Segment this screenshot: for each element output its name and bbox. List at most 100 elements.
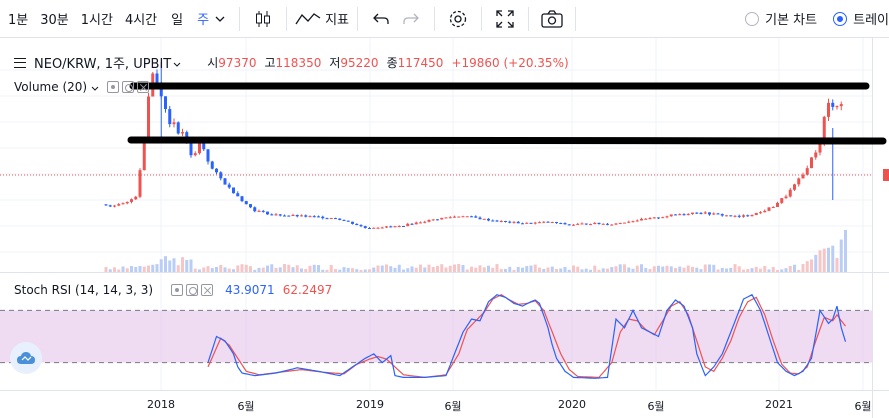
- candle-body: [555, 222, 558, 224]
- interval-1h[interactable]: 1시간: [80, 13, 113, 28]
- candle-body: [712, 213, 716, 215]
- interval-1m[interactable]: 1분: [8, 13, 29, 28]
- interval-4h[interactable]: 4시간: [124, 13, 158, 28]
- volume-bar: [278, 267, 282, 272]
- volume-bar: [465, 269, 469, 272]
- volume-label[interactable]: Volume (20): [14, 80, 88, 94]
- candle-body: [508, 221, 512, 223]
- stoch-label[interactable]: Stoch RSI (14, 14, 3, 3): [14, 283, 154, 297]
- candle-body: [351, 221, 354, 224]
- redo-icon[interactable]: [396, 0, 426, 38]
- candle-body: [729, 215, 733, 217]
- volume-bar: [665, 265, 669, 272]
- candle-body: [627, 221, 631, 223]
- volume-bar: [444, 267, 448, 272]
- divider: [239, 6, 241, 31]
- volume-bar: [682, 267, 686, 272]
- volume-bar: [589, 269, 592, 272]
- volume-bar: [708, 264, 711, 272]
- cloud-icon[interactable]: [10, 342, 42, 374]
- candle-body: [393, 226, 397, 228]
- high-label: 고: [264, 56, 276, 70]
- volume-bar: [478, 265, 482, 272]
- interval-1d[interactable]: 일: [171, 13, 184, 28]
- volume-bar: [223, 267, 227, 272]
- volume-bar: [839, 239, 843, 272]
- candle-body: [635, 220, 639, 222]
- chevron-down-icon[interactable]: [173, 56, 181, 70]
- candle-body: [763, 210, 767, 213]
- candle-body: [193, 153, 197, 156]
- candle-body: [674, 214, 677, 216]
- basic-chart-radio[interactable]: 기본 차트: [745, 0, 817, 38]
- candle-body: [244, 201, 248, 205]
- candle-body: [827, 102, 830, 117]
- candle-body: [703, 212, 707, 214]
- fullscreen-icon[interactable]: [490, 0, 520, 38]
- gear-icon[interactable]: [443, 0, 473, 38]
- close-label: 종: [386, 56, 398, 70]
- candle-body: [419, 222, 422, 224]
- candle-body: [784, 196, 788, 199]
- volume-bar: [525, 266, 529, 272]
- candle-body: [287, 215, 291, 217]
- candle-body: [317, 216, 320, 218]
- candle-body: [291, 214, 295, 216]
- candle-body: [580, 223, 584, 225]
- candle-body: [831, 102, 835, 107]
- candle-body: [202, 140, 206, 150]
- candle-body: [431, 219, 435, 221]
- x-axis-label: 6월: [237, 400, 255, 413]
- candle-body: [113, 205, 116, 207]
- candle-body: [321, 216, 325, 219]
- volume-bar: [295, 265, 299, 272]
- indicators-button[interactable]: 지표: [295, 0, 349, 38]
- interval-1w[interactable]: 주: [197, 13, 210, 28]
- candle-body: [198, 140, 201, 154]
- candle-body: [121, 203, 125, 205]
- volume-bar: [810, 259, 813, 272]
- interval-30m[interactable]: 30분: [40, 13, 69, 28]
- gear-icon[interactable]: [122, 81, 135, 93]
- volume-bar: [198, 269, 201, 272]
- radio-circle: [745, 11, 760, 26]
- volume-bar: [317, 265, 320, 272]
- candle-body: [189, 142, 193, 156]
- trading-chart-radio[interactable]: 트레이: [833, 0, 889, 38]
- chevron-down-icon[interactable]: [209, 0, 231, 38]
- symbol-title[interactable]: NEO/KRW, 1주, UPBIT: [34, 57, 172, 72]
- close-icon[interactable]: [137, 81, 150, 93]
- camera-icon[interactable]: [537, 0, 567, 38]
- candle-body: [691, 212, 694, 215]
- candle-body: [104, 204, 108, 206]
- volume-bar: [346, 267, 350, 272]
- last-price-marker: [883, 169, 889, 181]
- candle-body: [359, 225, 363, 227]
- volume-bar: [453, 264, 456, 272]
- eye-icon[interactable]: [107, 81, 120, 93]
- candle-type-icon[interactable]: [248, 0, 278, 38]
- candle-body: [805, 168, 809, 175]
- candle-body: [253, 207, 257, 212]
- volume-bar: [529, 265, 533, 272]
- candle-body: [108, 205, 112, 207]
- candle-body: [529, 222, 533, 224]
- chevron-down-icon[interactable]: [91, 80, 99, 94]
- menu-icon[interactable]: [14, 57, 26, 68]
- candle-body: [206, 149, 210, 162]
- volume-bar: [822, 248, 826, 272]
- close-value: 117450: [397, 55, 444, 70]
- volume-bar: [733, 264, 737, 272]
- candle-body: [427, 219, 431, 222]
- candle-body: [661, 217, 665, 219]
- gear-icon[interactable]: [186, 284, 199, 296]
- volume-bar: [266, 265, 269, 272]
- candle-body: [172, 122, 176, 125]
- candle-body: [499, 220, 503, 222]
- candle-body: [652, 217, 656, 219]
- candle-body: [567, 224, 571, 226]
- undo-icon[interactable]: [366, 0, 396, 38]
- eye-icon[interactable]: [171, 284, 184, 296]
- close-icon[interactable]: [201, 284, 214, 296]
